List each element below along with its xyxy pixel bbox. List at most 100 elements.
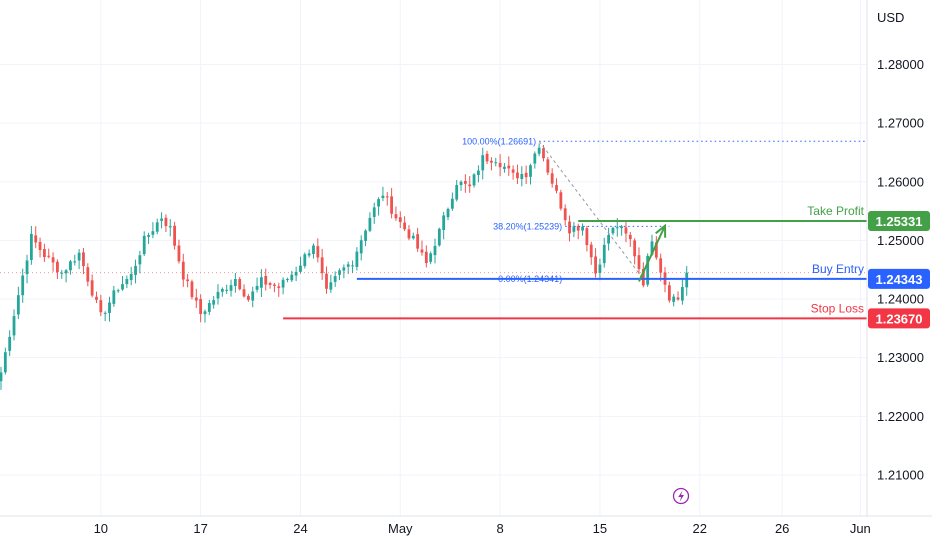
candle-body (199, 299, 203, 314)
candle-body (520, 174, 524, 179)
price-scale[interactable] (867, 0, 932, 516)
price-tick-label: 1.28000 (877, 57, 924, 72)
candle-body (542, 148, 545, 159)
candle-body (672, 296, 676, 302)
price-tags: 1.25331 1.24343 1.23670 (868, 211, 930, 329)
candle-body (103, 312, 107, 314)
candle-body (147, 235, 150, 237)
candle-body (77, 252, 81, 261)
candle-body (581, 226, 584, 231)
candle-body (433, 245, 437, 256)
candle-body (407, 229, 411, 239)
candle-body (511, 169, 515, 173)
candle-body (485, 153, 489, 162)
level-label: Stop Loss (811, 301, 864, 315)
candle-body (90, 280, 94, 296)
candle-body (64, 270, 68, 274)
candle-body (338, 270, 341, 275)
price-tick-label: 1.23000 (877, 350, 924, 365)
candle-body (589, 244, 593, 258)
candle-body (442, 215, 446, 230)
time-tick-label: 17 (193, 521, 207, 536)
candle-body (529, 165, 532, 177)
candle-body (615, 227, 619, 229)
candle-body (333, 276, 337, 282)
candle-body (346, 264, 350, 267)
candle-body (95, 296, 98, 300)
candle-body (611, 227, 615, 234)
candle-body (359, 240, 363, 254)
candle-body (3, 352, 7, 373)
candle-body (463, 181, 467, 184)
price-tag[interactable] (868, 268, 930, 289)
candle-body (207, 303, 211, 312)
candle-body (294, 271, 298, 276)
candle-body (368, 217, 372, 231)
price-tag[interactable] (868, 308, 930, 329)
candle-body (680, 287, 684, 301)
candle-body (507, 165, 511, 169)
candle-body (99, 300, 103, 313)
candle-body (546, 159, 550, 173)
candle-body (633, 240, 637, 257)
lightning-icon[interactable] (672, 487, 690, 505)
candle-body (233, 278, 237, 287)
candle-body (34, 235, 38, 243)
price-tick-label: 1.22000 (877, 409, 924, 424)
fib-level-label: 38.20%(1.25239) (493, 221, 562, 231)
candle-body (229, 285, 233, 291)
candle-body (468, 184, 472, 187)
candle-body (628, 234, 632, 240)
fib-trend-line (538, 140, 644, 280)
candle-body (398, 217, 402, 223)
candle-body (563, 208, 567, 221)
time-tick-label: 15 (593, 521, 607, 536)
candle-body (685, 272, 689, 288)
candle-body (25, 260, 29, 275)
projection-arrow-head (655, 223, 667, 238)
candle-body (472, 174, 476, 186)
candle-body (377, 199, 380, 207)
candle-body (533, 153, 537, 164)
candle-body (437, 228, 441, 246)
candle-body (654, 242, 658, 258)
candle-body (585, 228, 589, 246)
candle-body (555, 185, 558, 191)
candle-body (381, 195, 385, 199)
candle-body (620, 226, 624, 229)
candle-body (403, 222, 407, 230)
projection-arrow (638, 225, 666, 282)
candle-body (251, 291, 255, 301)
candle-body (255, 285, 259, 290)
candle-body (186, 279, 190, 282)
candle-body (524, 172, 528, 178)
time-scale[interactable] (0, 516, 932, 550)
candle-body (56, 261, 59, 273)
candle-body (29, 233, 33, 261)
candle-body (624, 227, 628, 234)
candle-body (51, 257, 55, 263)
candle-body (329, 282, 333, 290)
candle-body (450, 198, 454, 209)
candle-body (316, 246, 320, 258)
candle-body (420, 249, 424, 253)
candle-body (490, 160, 493, 163)
candle-body (121, 284, 124, 290)
candle-body (69, 261, 72, 271)
candle-body (264, 275, 268, 285)
candle-body (164, 217, 168, 227)
candle-body (550, 173, 554, 184)
time-tick-label: 26 (775, 521, 789, 536)
price-tag[interactable] (868, 211, 930, 232)
candle-body (667, 285, 671, 301)
candle-body (286, 278, 289, 280)
candle-body (637, 255, 641, 270)
candle-body (116, 290, 120, 292)
candle-body (602, 244, 606, 264)
candle-body (242, 289, 246, 297)
candle-body (598, 264, 602, 273)
candle-body (151, 231, 155, 235)
candle-body (516, 172, 519, 179)
